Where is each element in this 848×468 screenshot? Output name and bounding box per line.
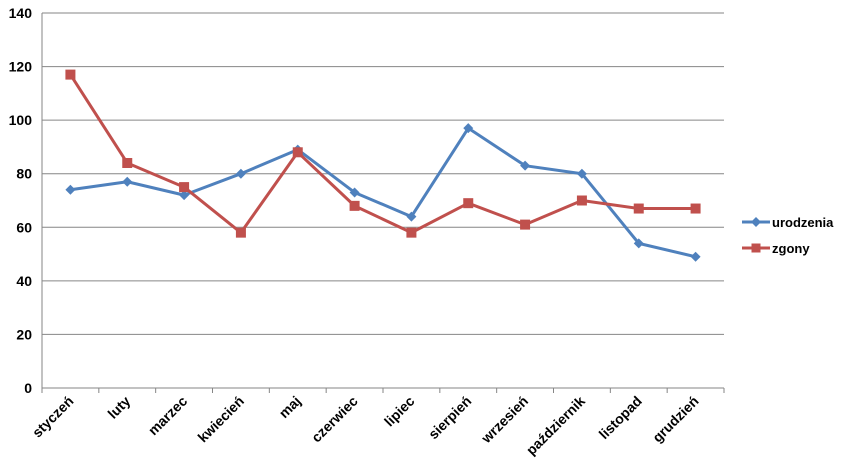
data-point-urodzenia-styczen: [65, 184, 76, 195]
x-axis-tick-labels: styczeń luty marzec kwiecień maj czerwiec lipi…: [29, 393, 702, 458]
data-point-zgony-czerwiec: [349, 200, 360, 211]
legend-label-zgony: zgony: [772, 241, 810, 256]
y-tick-label: 140: [9, 5, 33, 21]
axes: [41, 13, 725, 393]
data-point-urodzenia-grudzien: [690, 251, 701, 262]
x-tick-label-pazdziernik: październik: [523, 393, 588, 458]
x-tick-label-grudzien: grudzień: [649, 393, 702, 446]
y-tick-label: 100: [9, 112, 33, 128]
y-tick-label: 120: [9, 59, 33, 75]
y-tick-label: 60: [16, 219, 32, 235]
y-tick-label: 20: [16, 326, 32, 342]
data-point-zgony-maj: [292, 147, 303, 158]
x-tick-label-styczen: styczeń: [29, 393, 77, 441]
legend-marker-zgony: [751, 243, 761, 253]
data-point-zgony-marzec: [179, 182, 190, 193]
y-tick-label: 40: [16, 273, 32, 289]
data-point-urodzenia-czerwiec: [349, 187, 360, 198]
data-point-urodzenia-sierpien: [463, 123, 474, 134]
legend: urodzenia zgony: [742, 215, 834, 256]
x-tick-label-kwiecien: kwiecień: [194, 393, 247, 446]
x-tick-label-listopad: listopad: [596, 393, 645, 442]
legend-item-zgony: zgony: [742, 241, 810, 256]
data-point-zgony-pazdziernik: [576, 195, 587, 206]
y-tick-label: 80: [16, 166, 32, 182]
x-tick-label-sierpien: sierpień: [425, 393, 474, 442]
data-point-urodzenia-luty: [122, 176, 133, 187]
data-point-urodzenia-pazdziernik: [576, 168, 587, 179]
data-point-zgony-sierpien: [463, 198, 474, 209]
series-line-urodzenia: [70, 126, 696, 259]
data-point-urodzenia-marzec: [179, 190, 190, 201]
data-point-zgony-listopad: [633, 203, 644, 214]
y-axis-tick-labels: 0 20 40 60 80 100 120 140: [9, 5, 33, 396]
data-point-urodzenia-listopad: [633, 238, 644, 249]
data-point-zgony-wrzesien: [520, 219, 531, 230]
data-point-zgony-styczen: [65, 69, 76, 80]
data-point-zgony-grudzien: [690, 203, 701, 214]
series-lines: [65, 69, 701, 262]
x-tick-label-luty: luty: [104, 393, 133, 422]
x-tick-label-czerwiec: czerwiec: [308, 393, 361, 446]
data-point-urodzenia-kwiecien: [235, 168, 246, 179]
legend-item-urodzenia: urodzenia: [742, 215, 834, 230]
legend-marker-urodzenia: [751, 217, 761, 227]
data-point-zgony-lipiec: [406, 227, 417, 238]
x-tick-label-maj: maj: [275, 393, 303, 421]
x-tick-label-marzec: marzec: [145, 393, 191, 439]
y-tick-label: 0: [24, 380, 32, 396]
data-point-urodzenia-wrzesien: [520, 160, 531, 171]
gridlines: [42, 12, 724, 335]
legend-label-urodzenia: urodzenia: [772, 215, 834, 230]
x-tick-label-wrzesien: wrzesień: [477, 393, 531, 447]
data-point-zgony-kwiecien: [235, 227, 246, 238]
x-tick-label-lipiec: lipiec: [381, 393, 418, 430]
data-point-urodzenia-lipiec: [406, 211, 417, 222]
data-point-zgony-luty: [122, 158, 133, 168]
series-line-zgony: [69, 73, 696, 235]
